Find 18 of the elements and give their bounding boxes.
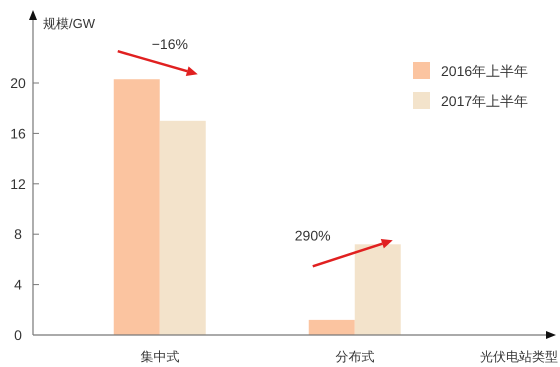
x-axis-title: 光伏电站类型 [480, 349, 558, 364]
y-tick-label: 0 [14, 327, 22, 343]
x-tick-label: 分布式 [335, 349, 374, 364]
annotation: 290% [294, 227, 331, 244]
y-tick-label: 16 [10, 125, 26, 142]
y-tick-label: 8 [14, 226, 22, 242]
legend-label: 2017年上半年 [441, 93, 528, 109]
y-tick-label: 12 [10, 176, 26, 192]
bar [160, 120, 206, 335]
legend-label: 2016年上半年 [441, 63, 528, 79]
y-tick-label: 20 [10, 75, 26, 91]
y-axis-title: 规模/GW [43, 16, 96, 31]
bar [354, 244, 401, 335]
annotation: −16% [152, 36, 188, 52]
y-tick-label: 4 [14, 276, 22, 293]
bar [308, 320, 355, 335]
x-tick-label: 集中式 [140, 349, 180, 364]
bar [114, 79, 160, 335]
